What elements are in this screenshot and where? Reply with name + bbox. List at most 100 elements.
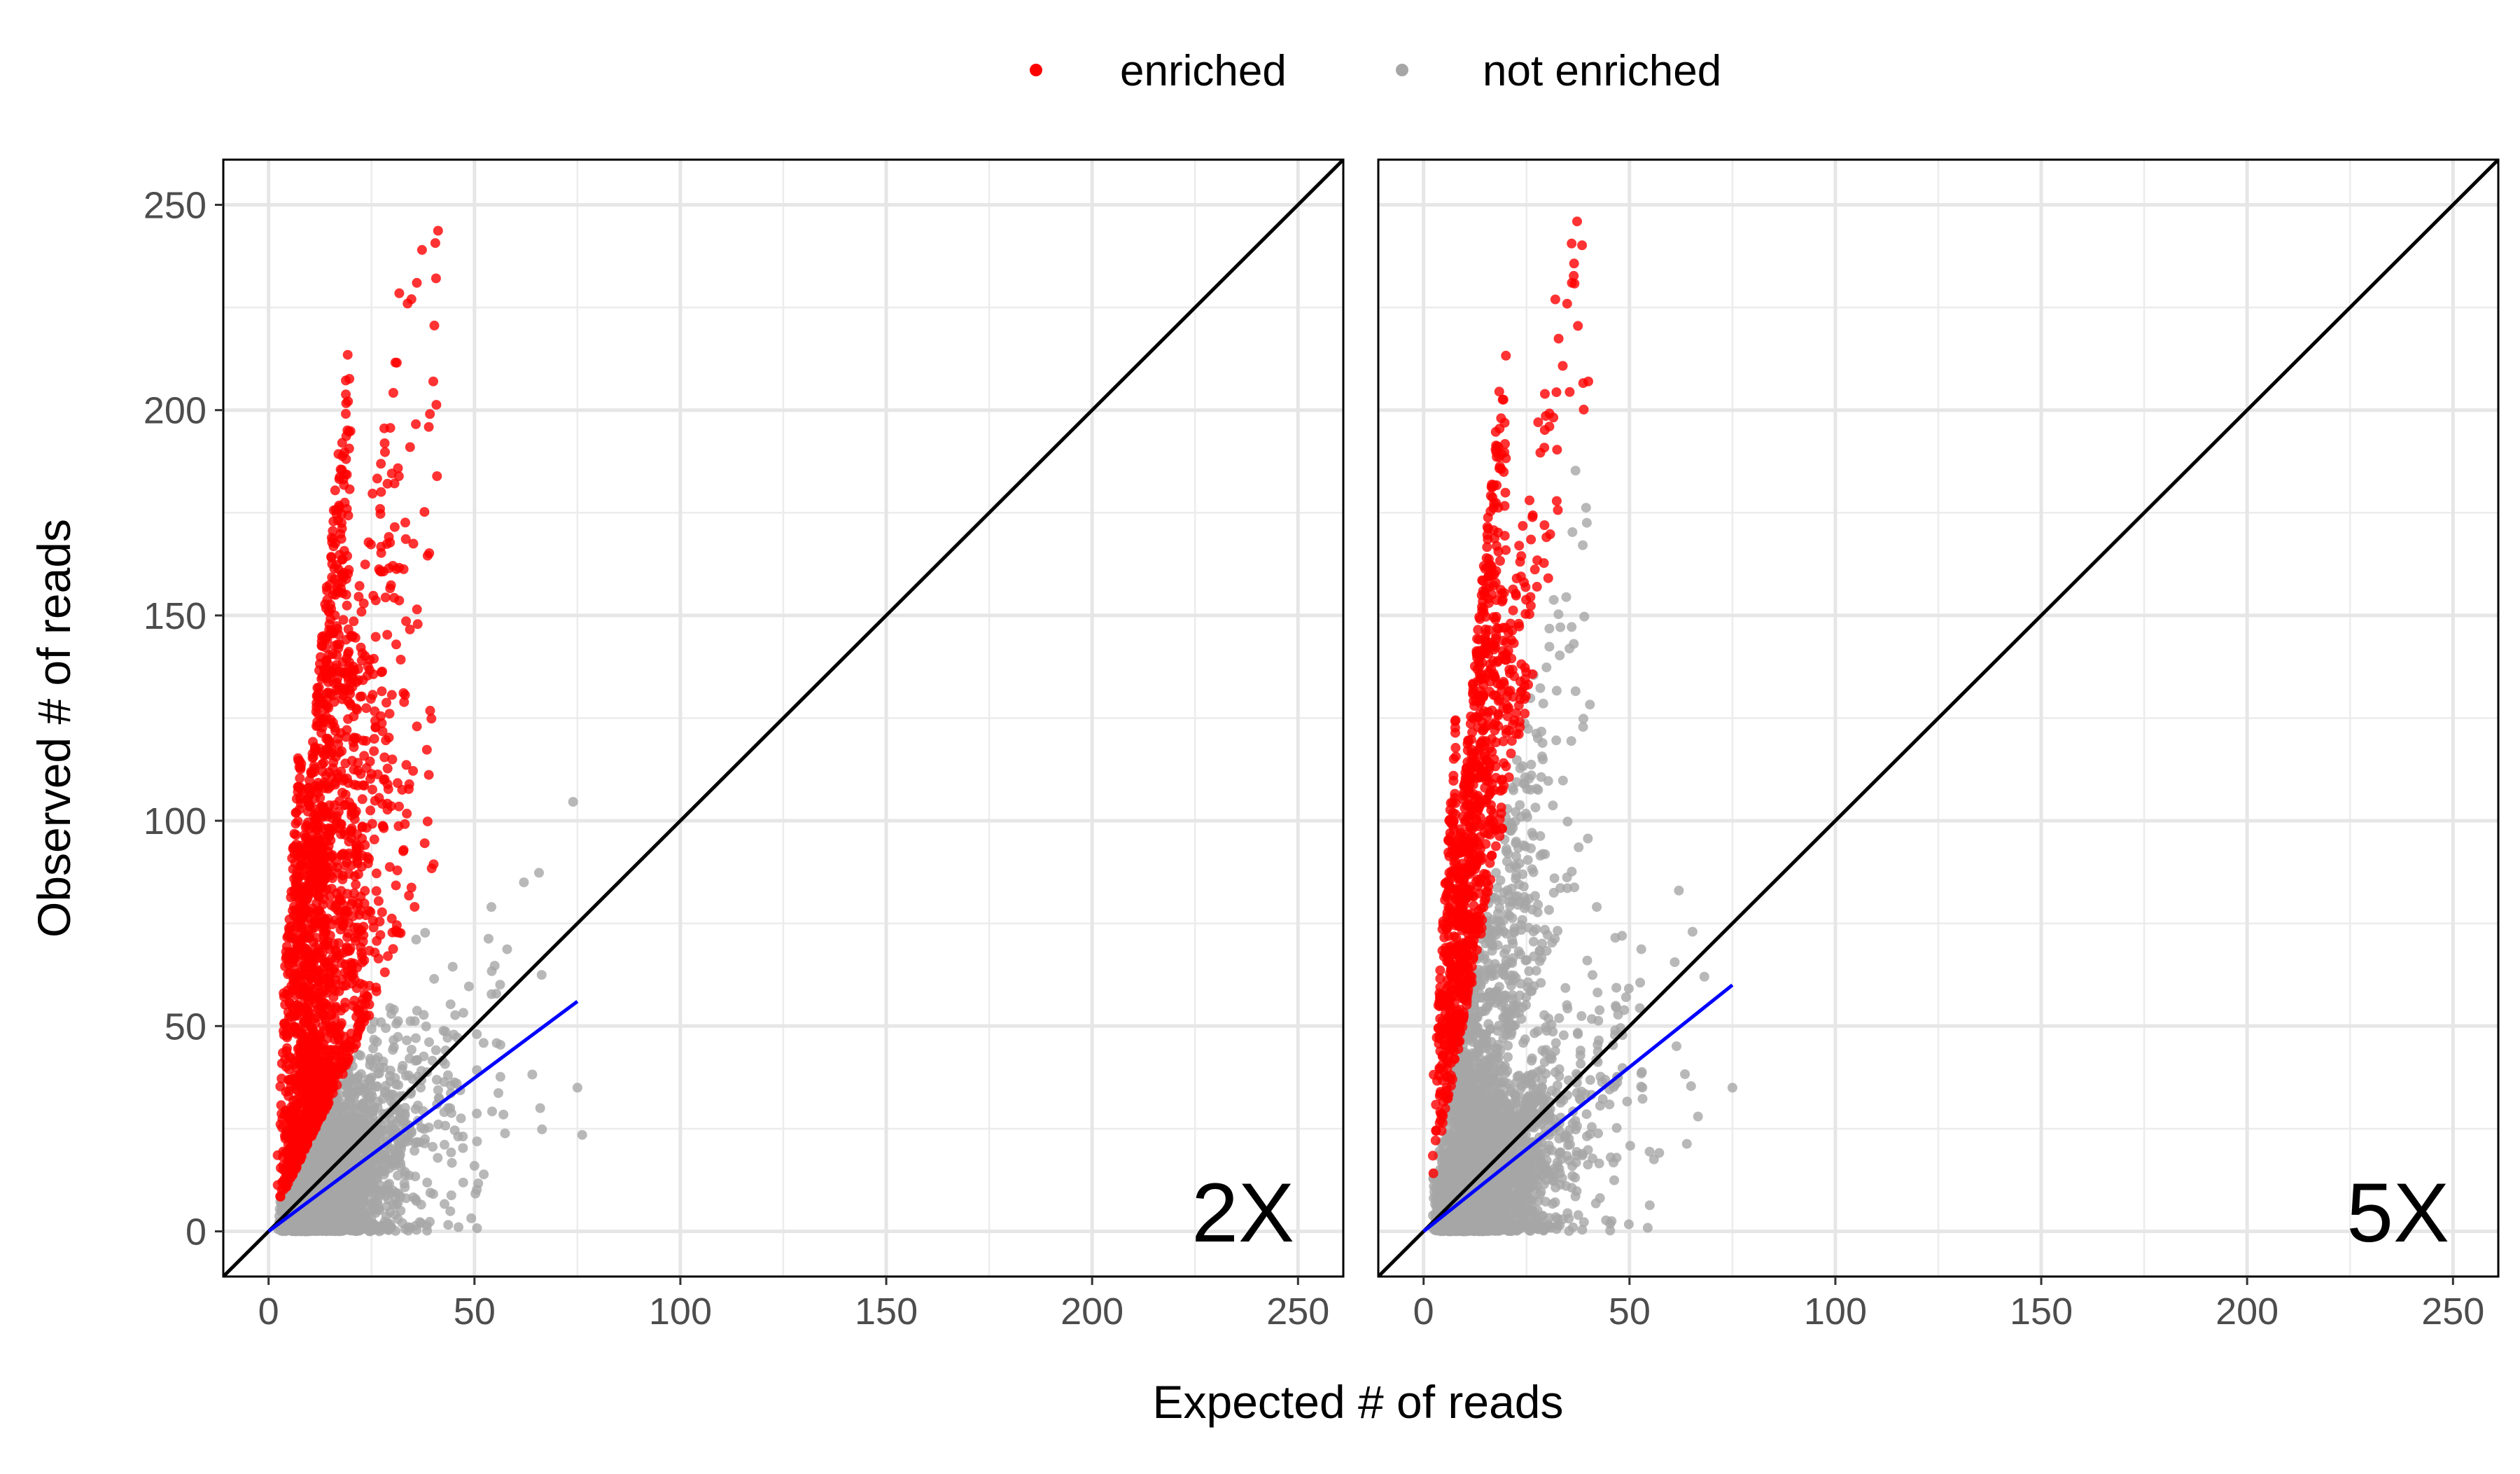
point-not-enriched — [407, 1045, 416, 1055]
point-not-enriched — [373, 1128, 383, 1138]
point-enriched — [355, 581, 365, 591]
point-enriched — [335, 796, 344, 806]
point-enriched — [376, 487, 386, 497]
point-not-enriched — [388, 1035, 398, 1045]
point-enriched — [332, 560, 342, 570]
point-not-enriched — [343, 1077, 353, 1087]
point-enriched — [352, 1004, 362, 1014]
point-enriched — [386, 580, 396, 590]
point-not-enriched — [458, 1132, 468, 1141]
point-enriched — [353, 781, 363, 791]
point-not-enriched — [454, 1223, 463, 1232]
point-enriched — [394, 563, 404, 573]
point-enriched — [388, 944, 398, 954]
point-not-enriched — [448, 962, 458, 972]
point-not-enriched — [447, 1158, 457, 1168]
point-not-enriched — [344, 1219, 354, 1229]
point-enriched — [351, 879, 360, 889]
point-enriched — [412, 604, 422, 614]
point-enriched — [380, 438, 390, 448]
point-enriched — [368, 489, 377, 499]
point-not-enriched — [391, 1019, 401, 1029]
point-enriched — [407, 294, 416, 304]
point-not-enriched — [297, 1220, 307, 1230]
point-not-enriched — [398, 1218, 407, 1228]
point-enriched — [380, 447, 390, 457]
point-enriched — [358, 794, 368, 804]
point-not-enriched — [372, 1174, 382, 1183]
point-not-enriched — [312, 1224, 322, 1234]
point-not-enriched — [361, 1188, 371, 1197]
point-enriched — [375, 930, 385, 940]
point-enriched — [323, 1034, 332, 1043]
point-enriched — [431, 274, 441, 284]
point-enriched — [424, 422, 434, 432]
point-enriched — [410, 902, 419, 912]
point-not-enriched — [484, 934, 493, 944]
point-enriched — [352, 705, 362, 715]
point-enriched — [341, 375, 351, 385]
point-not-enriched — [328, 1194, 338, 1204]
point-not-enriched — [394, 1189, 404, 1199]
point-not-enriched — [343, 1118, 353, 1128]
point-not-enriched — [333, 1138, 343, 1148]
point-enriched — [377, 908, 387, 917]
point-enriched — [372, 473, 382, 483]
point-enriched — [307, 919, 316, 929]
point-enriched — [356, 905, 365, 915]
point-enriched — [391, 881, 401, 891]
point-enriched — [321, 1017, 331, 1027]
point-not-enriched — [322, 1150, 332, 1160]
legend-label-not-enriched: not enriched — [1483, 47, 1721, 95]
point-enriched — [362, 763, 372, 773]
point-not-enriched — [424, 1122, 434, 1132]
point-not-enriched — [447, 1108, 456, 1118]
point-enriched — [411, 419, 421, 429]
point-not-enriched — [329, 1225, 339, 1235]
legend-key-enriched — [1030, 64, 1042, 76]
point-enriched — [383, 764, 393, 774]
point-not-enriched — [294, 1180, 304, 1190]
point-not-enriched — [394, 1149, 404, 1159]
point-not-enriched — [359, 1208, 369, 1218]
point-enriched — [372, 868, 382, 878]
point-enriched — [295, 773, 304, 783]
point-not-enriched — [372, 1081, 382, 1091]
legend-label-enriched: enriched — [1120, 47, 1287, 95]
point-enriched — [432, 471, 442, 481]
point-enriched — [326, 614, 335, 624]
point-not-enriched — [396, 1162, 406, 1172]
point-not-enriched — [404, 1071, 414, 1080]
point-enriched — [412, 721, 422, 731]
point-not-enriched — [372, 1224, 382, 1234]
point-enriched — [405, 443, 415, 452]
point-enriched — [388, 388, 398, 398]
point-enriched — [342, 504, 352, 514]
point-not-enriched — [479, 1169, 489, 1179]
point-enriched — [332, 863, 342, 872]
point-enriched — [365, 907, 375, 917]
point-enriched — [365, 981, 374, 991]
point-not-enriched — [369, 1035, 379, 1045]
point-enriched — [341, 409, 351, 419]
point-enriched — [423, 816, 433, 826]
point-enriched — [291, 830, 301, 840]
point-not-enriched — [350, 1189, 360, 1199]
point-not-enriched — [371, 1208, 381, 1218]
point-enriched — [275, 1082, 285, 1092]
point-not-enriched — [493, 1088, 503, 1098]
point-not-enriched — [527, 1070, 537, 1080]
point-enriched — [328, 992, 338, 1002]
point-enriched — [419, 507, 429, 517]
point-enriched — [391, 639, 401, 649]
point-not-enriched — [442, 1033, 452, 1043]
point-not-enriched — [479, 1038, 489, 1048]
point-enriched — [370, 734, 379, 744]
point-enriched — [424, 770, 434, 780]
point-not-enriched — [536, 1104, 545, 1113]
point-not-enriched — [472, 1108, 482, 1118]
point-enriched — [379, 424, 389, 433]
point-not-enriched — [447, 1190, 456, 1200]
point-enriched — [305, 907, 315, 917]
